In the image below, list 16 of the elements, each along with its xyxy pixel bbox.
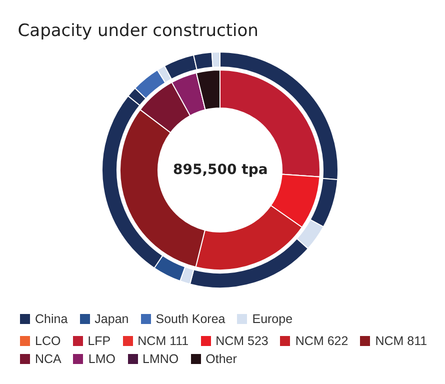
legend-label: NCM 111: [138, 334, 189, 348]
legend-label: Europe: [252, 312, 293, 326]
text: 895,500 tpa: [173, 162, 268, 178]
legend-label: NCM 811: [375, 334, 428, 348]
legend-label: LMNO: [142, 352, 179, 366]
legend-label: China: [35, 312, 68, 326]
legend-label: NCA: [35, 352, 62, 366]
legend-label: LMO: [88, 352, 116, 366]
legend-label: LFP: [88, 334, 111, 348]
legend-label: LCO: [35, 334, 61, 348]
legend-label: Japan: [94, 312, 129, 326]
legend-label: South Korea: [156, 312, 226, 326]
legend-label: Other: [206, 352, 237, 366]
chart-title: Capacity under construction: [18, 20, 258, 41]
legend-label: NCM 523: [216, 334, 268, 348]
legend-label: NCM 622: [295, 334, 348, 348]
